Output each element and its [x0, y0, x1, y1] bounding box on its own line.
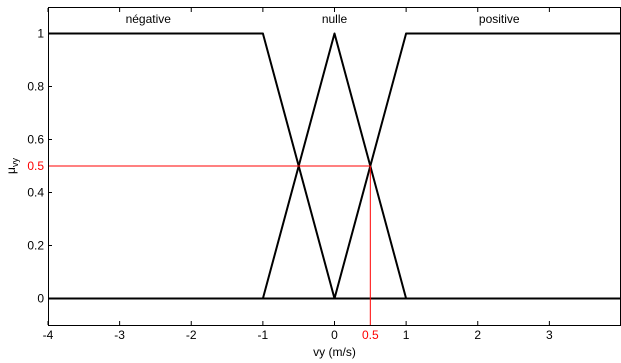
set-labels: négative nulle positive	[126, 12, 520, 26]
x-tick-label: 3	[546, 328, 553, 342]
x-tick-label: 0	[331, 328, 338, 342]
y-axis: 0 0.2 0.4 0.6 0.8 1 0.5	[27, 27, 52, 306]
annotation-lines	[48, 165, 371, 325]
y-tick-label: 0.8	[27, 80, 44, 94]
set-label-2: nulle	[322, 12, 348, 26]
y-tick-label: 0.6	[27, 133, 44, 147]
y-tick-label: 0	[37, 292, 44, 306]
set-label-3: positive	[479, 12, 520, 26]
x-annotation-label: 0.5	[362, 328, 379, 342]
x-tick-label: -3	[114, 328, 125, 342]
y-axis-title: μvy	[4, 158, 20, 174]
x-tick-label: -1	[258, 328, 269, 342]
x-tick-label: 1	[403, 328, 410, 342]
x-tick-label: -2	[186, 328, 197, 342]
y-tick-label: 0.2	[27, 239, 44, 253]
y-annotation-label: 0.5	[27, 159, 44, 173]
x-axis: -4 -3 -2 -1 0 1 2 3 0.5	[43, 8, 553, 342]
set-label-1: négative	[126, 12, 172, 26]
x-tick-label: 2	[474, 328, 481, 342]
x-tick-label: -4	[43, 328, 54, 342]
y-axis-title-sub: vy	[10, 158, 20, 168]
y-tick-label: 1	[37, 27, 44, 41]
y-axis-title-main: μ	[4, 167, 18, 174]
y-tick-label: 0.4	[27, 186, 44, 200]
x-axis-title: vy (m/s)	[313, 345, 356, 359]
